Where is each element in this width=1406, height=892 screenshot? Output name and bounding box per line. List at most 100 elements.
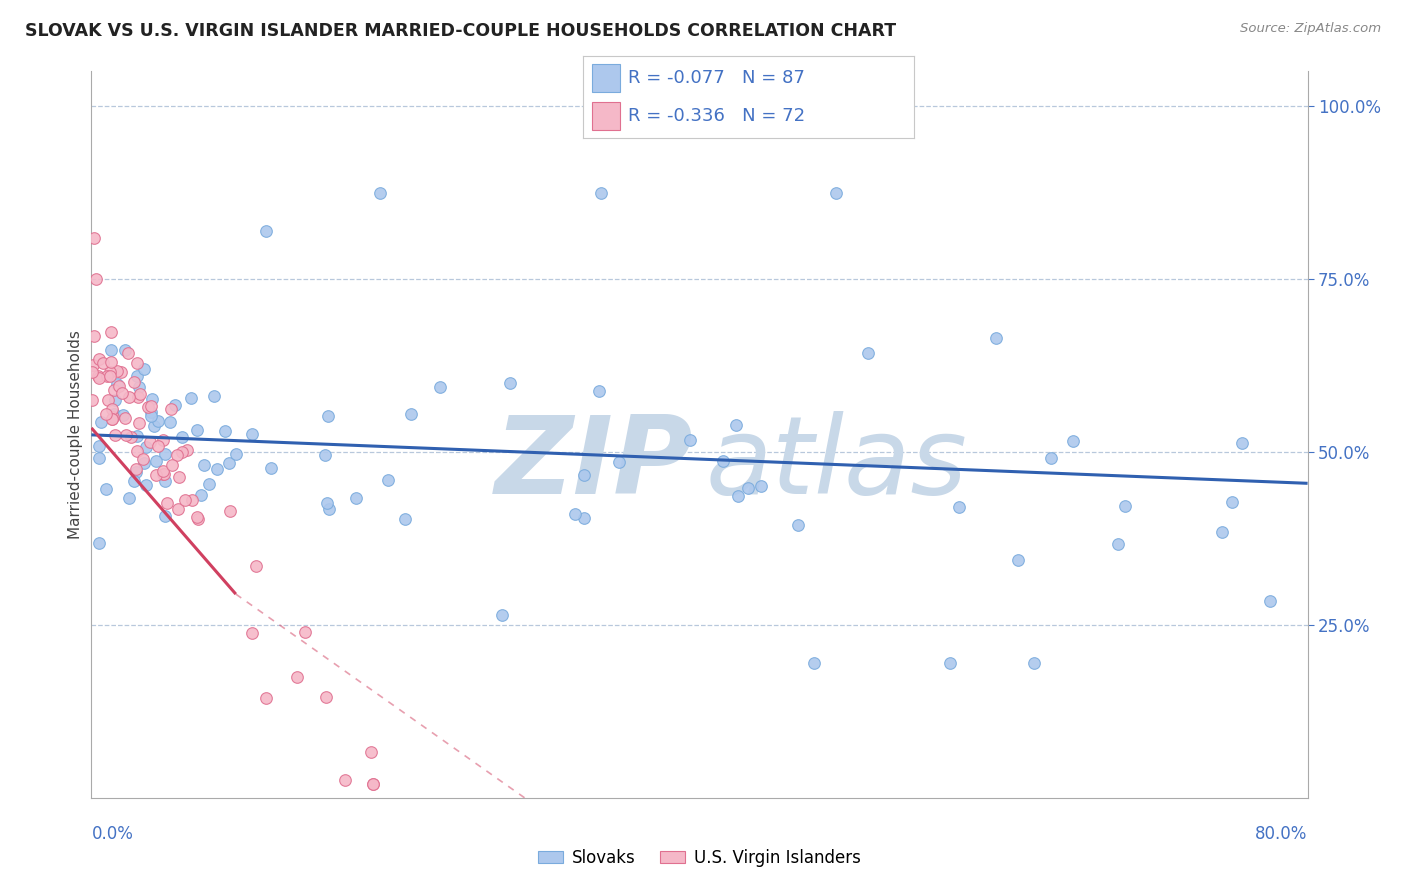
Point [104, 393, 127, 408]
Point [136, 400, 159, 414]
Point [254, 224, 277, 238]
Text: R = -0.336   N = 72: R = -0.336 N = 72 [628, 107, 806, 125]
Point [152, 433, 174, 447]
Point [314, 448, 336, 462]
Point [1114, 499, 1136, 513]
Point [108, 379, 131, 393]
Point [128, 416, 150, 430]
Point [97, 393, 120, 408]
Point [94, 407, 117, 421]
Point [124, 474, 146, 488]
Point [98, 369, 121, 384]
Text: R = -0.077   N = 87: R = -0.077 N = 87 [628, 70, 806, 87]
Point [948, 500, 970, 514]
Point [315, 690, 337, 705]
Point [737, 481, 759, 495]
Point [120, 430, 142, 444]
Point [1230, 435, 1253, 450]
Point [394, 512, 416, 526]
Point [139, 405, 162, 419]
Point [167, 502, 190, 516]
Point [939, 657, 962, 671]
Point [135, 440, 157, 454]
Point [94, 482, 117, 496]
Point [499, 376, 522, 390]
Point [122, 376, 145, 390]
Text: 0.0%: 0.0% [91, 825, 134, 843]
Point [1062, 434, 1084, 449]
Text: atlas: atlas [706, 411, 967, 516]
Point [360, 745, 382, 759]
Point [491, 607, 513, 622]
Point [87, 439, 110, 453]
Point [100, 354, 122, 368]
Point [187, 511, 209, 525]
Point [145, 454, 167, 468]
Point [572, 467, 595, 482]
Point [110, 365, 132, 379]
Point [114, 428, 136, 442]
Point [198, 477, 221, 491]
Point [100, 325, 122, 339]
Point [87, 536, 110, 550]
Point [225, 447, 247, 461]
Text: ZIP: ZIP [495, 411, 693, 517]
Point [114, 343, 136, 358]
Point [240, 427, 263, 442]
Point [101, 411, 124, 425]
Point [152, 467, 174, 481]
Point [214, 424, 236, 438]
Point [984, 331, 1007, 345]
Point [153, 447, 176, 461]
Text: SLOVAK VS U.S. VIRGIN ISLANDER MARRIED-COUPLE HOUSEHOLDS CORRELATION CHART: SLOVAK VS U.S. VIRGIN ISLANDER MARRIED-C… [25, 22, 897, 40]
Point [87, 370, 110, 384]
Point [135, 478, 157, 492]
Point [218, 504, 240, 518]
Point [724, 418, 747, 433]
Point [749, 479, 772, 493]
Point [170, 430, 193, 444]
Point [101, 401, 124, 416]
Point [361, 777, 384, 791]
Point [254, 690, 277, 705]
Point [134, 361, 156, 376]
Point [1040, 451, 1063, 466]
Point [103, 408, 125, 422]
Point [205, 462, 228, 476]
Point [90, 415, 112, 429]
Point [132, 452, 155, 467]
Point [103, 410, 125, 425]
Point [105, 364, 128, 378]
Point [146, 439, 169, 453]
Point [98, 365, 121, 379]
Point [127, 356, 149, 370]
Point [1107, 537, 1129, 551]
Point [103, 383, 125, 397]
Point [564, 507, 586, 521]
Point [589, 186, 612, 200]
Point [152, 464, 174, 478]
Point [82, 359, 104, 373]
Point [153, 467, 176, 482]
Point [125, 465, 148, 479]
Point [139, 399, 162, 413]
Point [260, 461, 283, 475]
Point [607, 455, 630, 469]
Point [186, 509, 208, 524]
Point [146, 414, 169, 428]
Point [180, 392, 202, 406]
Point [318, 409, 340, 423]
Point [368, 186, 391, 200]
Point [1022, 657, 1045, 671]
Point [80, 393, 103, 408]
Point [294, 625, 316, 640]
Point [285, 670, 308, 684]
Point [825, 186, 848, 200]
Point [181, 493, 204, 508]
Point [100, 343, 122, 357]
Point [105, 377, 128, 392]
Point [156, 495, 179, 509]
Point [87, 451, 110, 466]
Point [96, 369, 118, 384]
Point [361, 777, 384, 791]
